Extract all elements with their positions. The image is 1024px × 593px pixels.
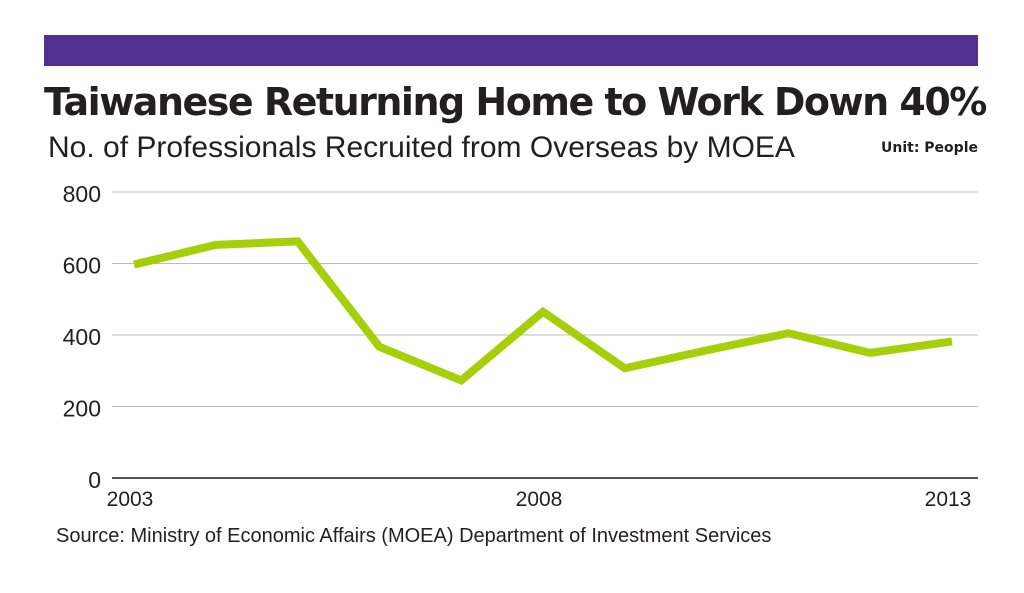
y-tick-label-0: 0 — [88, 467, 101, 493]
x-tick-label-2008: 2008 — [516, 488, 563, 511]
source-note: Source: Ministry of Economic Affairs (MO… — [56, 525, 772, 547]
header-bar — [44, 35, 978, 66]
chart-subtitle: No. of Professionals Recruited from Over… — [48, 131, 795, 164]
y-tick-label-800: 800 — [63, 181, 101, 207]
series-line-0 — [133, 237, 953, 386]
chart-title: Taiwanese Returning Home to Work Down 40… — [44, 80, 987, 124]
unit-label: Unit: People — [881, 140, 978, 156]
y-tick-label-400: 400 — [63, 324, 101, 350]
y-tick-label-600: 600 — [63, 253, 101, 279]
x-tick-label-2013: 2013 — [925, 488, 972, 511]
y-tick-label-200: 200 — [63, 396, 101, 422]
x-tick-label-2003: 2003 — [107, 488, 154, 511]
